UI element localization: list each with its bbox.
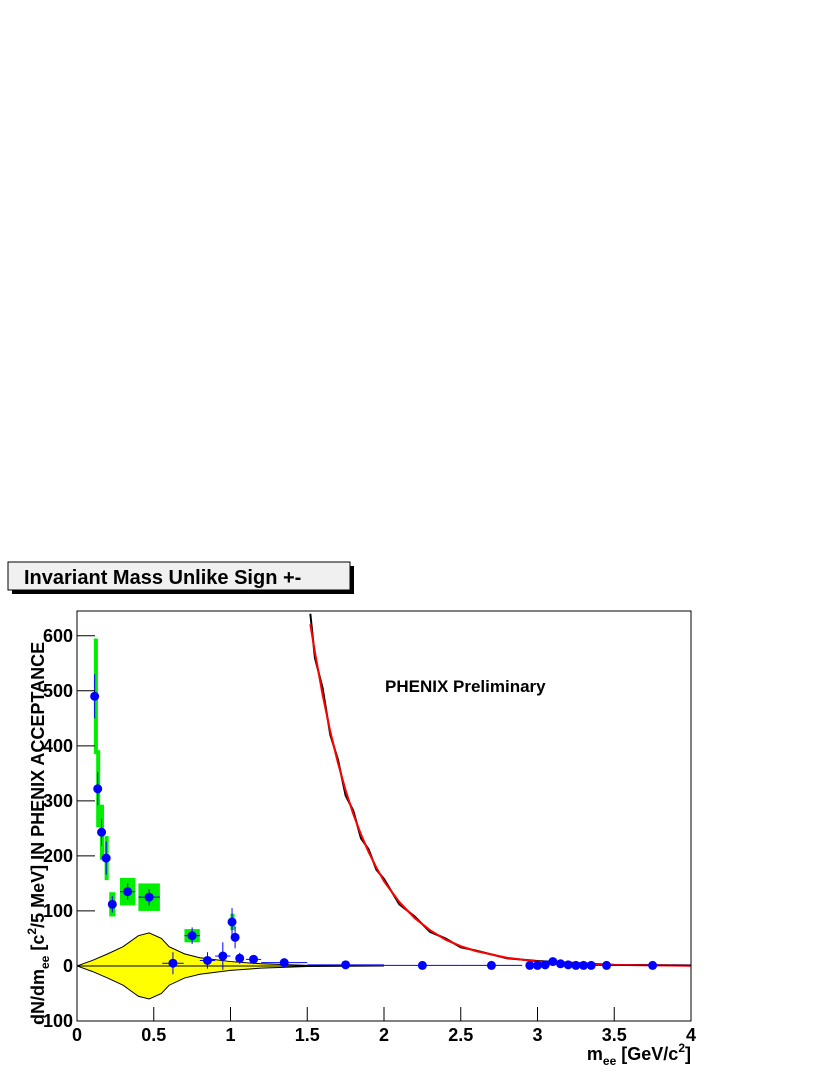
data-point xyxy=(93,784,103,794)
y-axis-label: dN/dmee [c2/5 MeV] IN PHENIX ACCEPTANCE xyxy=(25,642,52,1025)
data-point xyxy=(341,960,351,970)
y-label-sup: 2 xyxy=(25,928,39,935)
data-point xyxy=(563,960,573,970)
chart-title: Invariant Mass Unlike Sign +- xyxy=(24,567,301,589)
data-point xyxy=(602,960,612,970)
data-point xyxy=(586,960,596,970)
data-point xyxy=(227,917,237,927)
band-lower xyxy=(76,965,385,1000)
y-label-sub: ee xyxy=(38,955,52,969)
data-point xyxy=(107,899,117,909)
y-tick-label: 400 xyxy=(43,736,73,756)
x-label-part: m xyxy=(587,1044,603,1064)
data-point xyxy=(525,960,535,970)
y-tick-label: 0 xyxy=(63,956,73,976)
data-point xyxy=(417,960,427,970)
x-tick-label: 1.5 xyxy=(295,1025,320,1045)
x-label-part: ] xyxy=(685,1044,691,1064)
y-label-part: [c xyxy=(28,935,48,956)
data-point xyxy=(187,931,197,941)
data-point xyxy=(249,954,259,964)
data-point xyxy=(540,960,550,970)
y-label-part: dN/dm xyxy=(28,969,48,1025)
y-tick-label: 500 xyxy=(43,681,73,701)
x-tick-label: 3.5 xyxy=(602,1025,627,1045)
x-tick-label: 2.5 xyxy=(448,1025,473,1045)
y-tick-label: 600 xyxy=(43,626,73,646)
data-point xyxy=(548,957,558,967)
x-axis-label: mee [GeV/c2] xyxy=(587,1041,691,1068)
x-label-sup: 2 xyxy=(678,1041,685,1055)
band-upper xyxy=(76,932,385,967)
x-tick-label: 3 xyxy=(532,1025,542,1045)
x-tick-label: 1 xyxy=(225,1025,235,1045)
data-point xyxy=(144,892,154,902)
x-label-part: [GeV/c xyxy=(616,1044,678,1064)
data-point xyxy=(218,951,228,961)
data-point xyxy=(235,953,245,963)
curve xyxy=(309,624,692,967)
x-tick-label: 0 xyxy=(72,1025,82,1045)
data-point xyxy=(230,932,240,942)
annotation: PHENIX Preliminary xyxy=(385,677,546,696)
x-tick-label: 0.5 xyxy=(141,1025,166,1045)
title-box xyxy=(7,561,351,591)
data-point xyxy=(533,960,542,970)
data-point xyxy=(101,853,111,863)
x-label-sub: ee xyxy=(603,1054,617,1068)
data-point xyxy=(486,960,496,970)
x-tick-label: 2 xyxy=(379,1025,389,1045)
data-point xyxy=(202,955,212,965)
data-point xyxy=(648,960,658,970)
y-tick-label: 200 xyxy=(43,846,73,866)
data-point xyxy=(90,691,100,701)
y-tick-label: 300 xyxy=(43,791,73,811)
x-tick-label: 4 xyxy=(686,1025,696,1045)
curve xyxy=(309,613,692,967)
y-tick-label: 100 xyxy=(43,901,73,921)
data-point xyxy=(279,958,289,968)
data-point xyxy=(97,827,107,837)
y-tick-label: -100 xyxy=(37,1011,73,1031)
plot-area xyxy=(76,613,692,1000)
data-point xyxy=(556,959,566,969)
y-label-part: /5 MeV] IN PHENIX ACCEPTANCE xyxy=(28,642,48,928)
data-point xyxy=(168,958,178,968)
data-point xyxy=(123,887,133,897)
